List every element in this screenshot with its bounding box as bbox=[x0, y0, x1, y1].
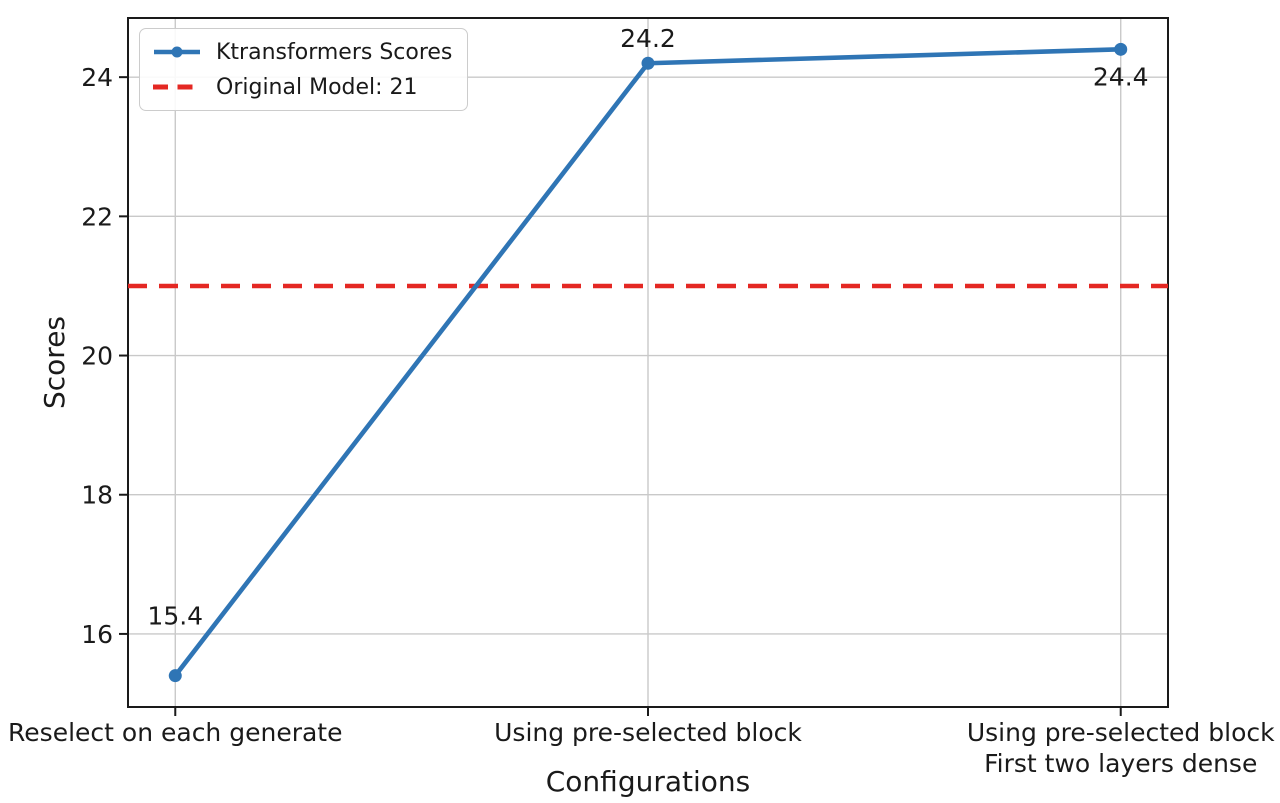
y-axis-title: Scores bbox=[38, 316, 71, 409]
dashed-line-sample-icon bbox=[153, 84, 201, 90]
x-axis-title: Configurations bbox=[546, 765, 750, 798]
data-point-marker bbox=[168, 669, 182, 683]
point-value-label: 24.4 bbox=[1093, 62, 1149, 91]
legend-item-reference: Original Model: 21 bbox=[152, 73, 452, 101]
point-value-label: 24.2 bbox=[620, 24, 676, 53]
x-tick-label: Reselect on each generate bbox=[8, 718, 342, 747]
y-tick-label: 18 bbox=[81, 481, 113, 510]
data-point-marker bbox=[641, 56, 655, 70]
y-tick-label: 24 bbox=[81, 63, 113, 92]
legend-label-series: Ktransformers Scores bbox=[216, 39, 453, 65]
y-tick-label: 20 bbox=[81, 342, 113, 371]
line-marker-sample-icon bbox=[154, 46, 200, 58]
y-tick-label: 16 bbox=[81, 620, 113, 649]
data-point-marker bbox=[1114, 42, 1128, 56]
legend-item-series: Ktransformers Scores bbox=[152, 38, 452, 66]
x-tick-label: First two layers dense bbox=[984, 749, 1257, 778]
x-tick-label: Using pre-selected block bbox=[494, 718, 802, 747]
legend-label-reference: Original Model: 21 bbox=[216, 74, 418, 100]
x-tick-label: Using pre-selected block bbox=[967, 718, 1275, 747]
point-value-label: 15.4 bbox=[147, 602, 203, 631]
legend: Ktransformers Scores Original Model: 21 bbox=[139, 28, 469, 111]
y-tick-label: 22 bbox=[81, 202, 113, 231]
